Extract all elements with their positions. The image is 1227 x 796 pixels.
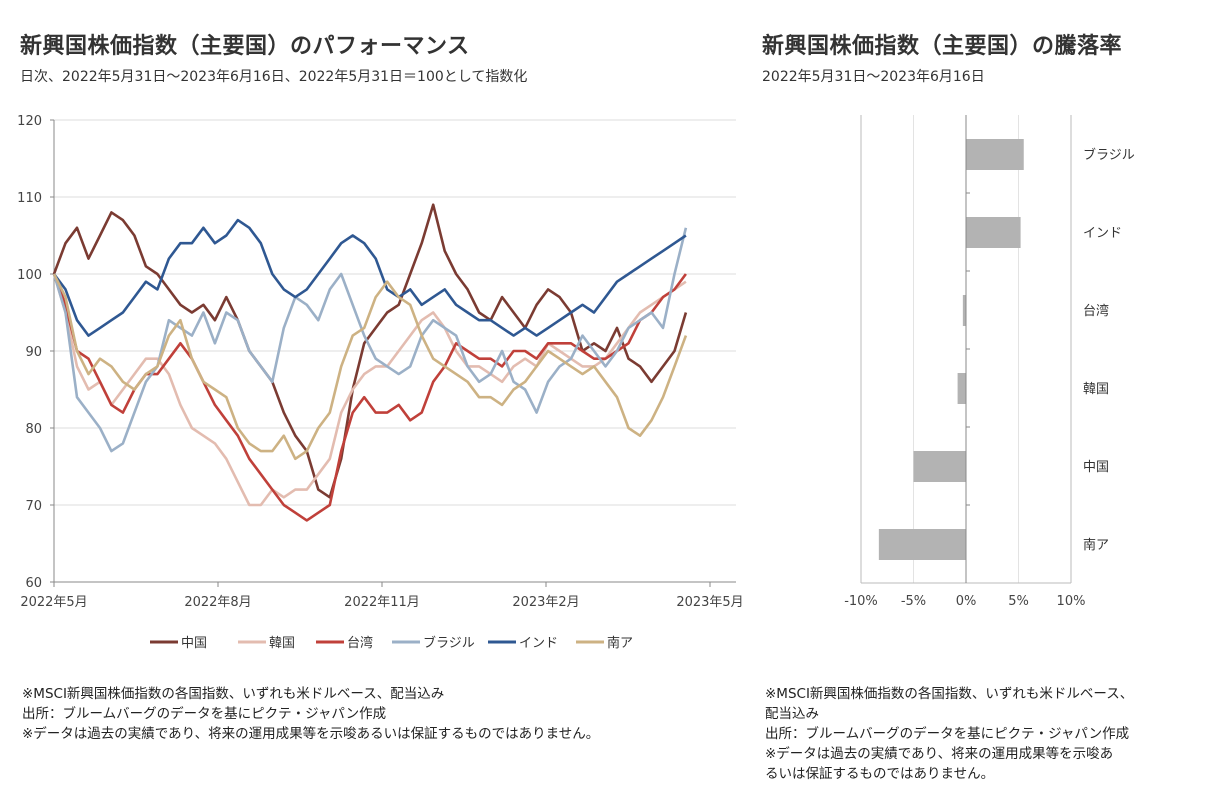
legend-label: ブラジル (423, 635, 475, 651)
legend-label: 中国 (181, 636, 207, 651)
bar-台湾 (962, 295, 966, 326)
series-line-南ア (52, 273, 688, 461)
line-chart: 60 70 80 90 100 110 120 2022年5月 2022年8月 2022年11月 2… (17, 114, 744, 651)
note-line: ※データは過去の実績であり、将来の運用成果等を示唆あるいは保証するものではありま… (22, 726, 600, 742)
line-chart-subtitle: 日次、2022年5月31日～2023年6月16日、2022年5月31日＝100と… (20, 69, 528, 85)
y-tick-label: 90 (25, 345, 42, 360)
x-tick-label: 2023年5月 (676, 595, 743, 610)
x-tick-label: 10% (1057, 594, 1086, 609)
bar-chart-notes: ※MSCI新興国株価指数の各国指数、いずれも米ドルベース、 配当込み 出所：ブル… (765, 684, 1133, 784)
category-label: 台湾 (1083, 303, 1109, 319)
category-label: インド (1083, 226, 1122, 241)
category-label: 中国 (1083, 460, 1109, 475)
y-tick-label: 80 (25, 422, 42, 437)
category-label: ブラジル (1083, 147, 1135, 163)
bar-韓国 (957, 373, 966, 404)
legend-label: 台湾 (347, 635, 373, 651)
y-tick-label: 120 (17, 114, 42, 129)
bar-chart-subtitle: 2022年5月31日～2023年6月16日 (762, 69, 985, 85)
note-line: 出所：ブルームバーグのデータを基にピクテ・ジャパン作成 (22, 706, 387, 722)
x-tick-label: 5% (1008, 594, 1029, 609)
y-tick-label: 70 (25, 499, 42, 514)
x-tick-label: 2022年5月 (20, 595, 87, 610)
y-tick-label: 100 (17, 268, 42, 283)
y-tick-label: 60 (25, 576, 42, 591)
series-line-ブラジル (52, 227, 688, 453)
series-line-インド (52, 218, 687, 337)
note-line: ※MSCI新興国株価指数の各国指数、いずれも米ドルベース、 (765, 686, 1134, 702)
bar-chart-title: 新興国株価指数（主要国）の騰落率 (762, 34, 1123, 59)
series-line-台湾 (52, 273, 687, 522)
bar-ブラジル (966, 139, 1024, 170)
note-line: るいは保証するものではありません。 (765, 766, 995, 782)
legend-label: インド (519, 636, 558, 651)
series-line-韓国 (52, 273, 687, 507)
note-line: ※MSCI新興国株価指数の各国指数、いずれも米ドルベース、配当込み (22, 686, 445, 702)
note-line: 出所：ブルームバーグのデータを基にピクテ・ジャパン作成 (765, 726, 1130, 742)
bar-南ア (878, 529, 966, 560)
x-tick-label: -10% (844, 594, 878, 609)
category-label: 南ア (1083, 537, 1109, 553)
legend-label: 韓国 (269, 636, 295, 651)
bar-インド (966, 217, 1021, 248)
line-chart-title: 新興国株価指数（主要国）のパフォーマンス (20, 34, 470, 59)
x-tick-label: 2023年2月 (512, 595, 579, 610)
x-tick-label: 2022年11月 (344, 595, 420, 610)
y-tick-label: 110 (17, 191, 42, 206)
x-tick-label: -5% (901, 594, 926, 609)
note-line: 配当込み (765, 706, 819, 722)
series-line-中国 (52, 203, 688, 499)
note-line: ※データは過去の実績であり、将来の運用成果等を示唆あ (765, 746, 1114, 762)
bar-中国 (913, 451, 966, 482)
x-tick-label: 0% (956, 594, 977, 609)
legend-label: 南ア (607, 635, 633, 651)
category-label: 韓国 (1083, 382, 1109, 397)
x-tick-label: 2022年8月 (184, 595, 251, 610)
line-chart-notes: ※MSCI新興国株価指数の各国指数、いずれも米ドルベース、配当込み 出所：ブルー… (22, 684, 599, 744)
